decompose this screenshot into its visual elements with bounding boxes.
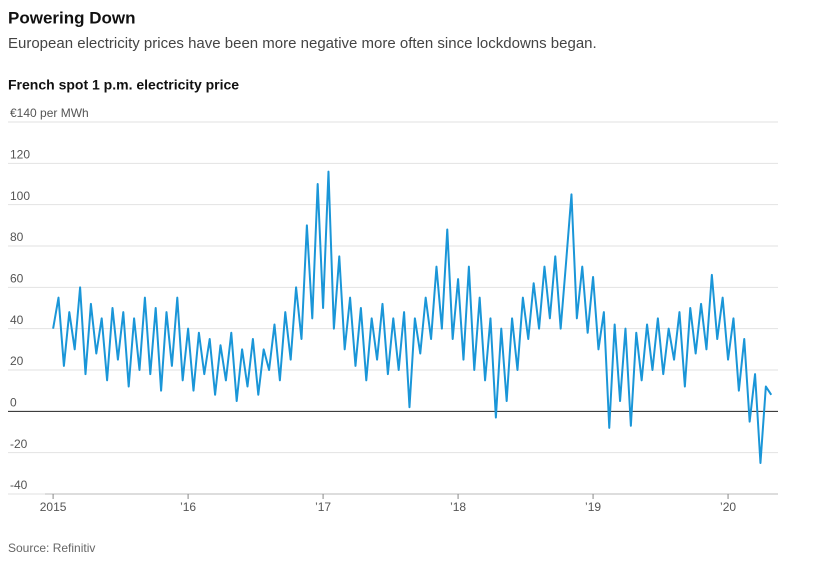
source: Source: Refinitiv — [8, 541, 95, 555]
y-tick-label: 60 — [10, 272, 24, 286]
x-tick-label: ’16 — [180, 500, 196, 514]
y-tick-label: 80 — [10, 230, 24, 244]
x-tick-label: ’19 — [585, 500, 601, 514]
x-tick-label: ’17 — [315, 500, 331, 514]
chart-heading: French spot 1 p.m. electricity price — [8, 77, 239, 93]
y-tick-label: 0 — [10, 396, 17, 410]
y-tick-label: -20 — [10, 437, 28, 451]
price-line — [52, 170, 773, 464]
x-tick-label: 2015 — [40, 500, 67, 514]
y-tick-label: 40 — [10, 313, 24, 327]
grid: -40 -20 0 20 40 60 80 100 120 €140 per MWh 2015 ’16… — [8, 106, 778, 514]
y-tick-label: 20 — [10, 354, 24, 368]
y-tick-label: -40 — [10, 478, 28, 492]
x-tick-label: ’18 — [450, 500, 466, 514]
y-tick-label: €140 per MWh — [10, 106, 89, 120]
x-tick-label: ’20 — [720, 500, 736, 514]
y-tick-label: 120 — [10, 148, 30, 162]
chart-title: Powering Down — [8, 8, 136, 27]
chart-subtitle: European electricity prices have been mo… — [8, 35, 597, 52]
plot — [52, 170, 773, 464]
y-tick-label: 100 — [10, 189, 30, 203]
